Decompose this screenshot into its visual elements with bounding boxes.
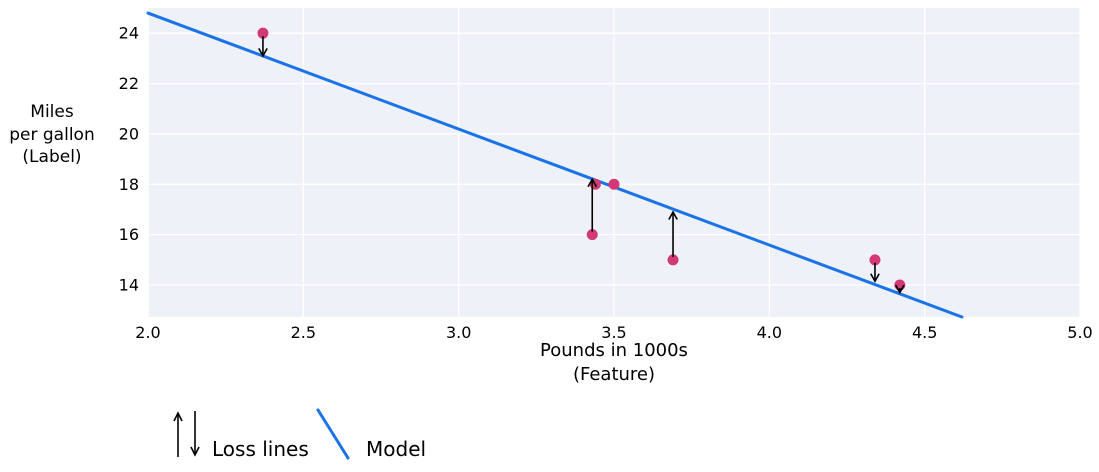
- x-tick-label: 4.0: [757, 323, 782, 342]
- x-tick-label: 4.5: [912, 323, 937, 342]
- x-tick-label: 3.5: [601, 323, 626, 342]
- x-tick-label: 2.0: [135, 323, 160, 342]
- loss-arrowhead-down: [894, 284, 905, 295]
- loss-arrowhead-down: [870, 273, 880, 283]
- x-axis-label-line: (Feature): [572, 363, 656, 385]
- y-axis-label-line: per gallon: [9, 124, 95, 145]
- loss-arrowhead-up: [587, 177, 598, 188]
- loss-lines-label: Loss lines: [212, 437, 309, 461]
- model-legend-line: [316, 408, 350, 460]
- y-tick-label: 16: [119, 225, 139, 244]
- x-tick-label: 5.0: [1067, 323, 1092, 342]
- model-label: Model: [366, 437, 427, 461]
- y-tick-label: 22: [119, 74, 139, 93]
- data-point: [869, 254, 881, 266]
- model-line-icon: [316, 408, 350, 460]
- y-axis-label-line: (Label): [22, 147, 82, 167]
- y-tick-label: 24: [119, 24, 139, 43]
- y-tick-label: 20: [119, 124, 139, 143]
- x-axis-label: Pounds in 1000s (Feature): [464, 339, 764, 386]
- y-axis-label: Miles per gallon (Label): [4, 101, 100, 169]
- loss-lines-icon: [173, 411, 200, 457]
- loss-arrowhead-up: [668, 210, 678, 220]
- x-tick-label: 3.0: [446, 323, 471, 342]
- x-tick-label: 2.5: [291, 323, 316, 342]
- data-point: [586, 229, 598, 241]
- loss-arrowhead-down: [258, 47, 268, 58]
- y-tick-label: 18: [119, 175, 139, 194]
- model-line: [146, 11, 964, 319]
- y-tick-label: 14: [119, 276, 139, 295]
- x-axis-label-line: Pounds in 1000s: [540, 340, 688, 361]
- data-point: [608, 178, 620, 190]
- data-point: [667, 254, 679, 266]
- y-axis-label-line: Miles: [30, 102, 74, 122]
- data-point: [257, 27, 269, 39]
